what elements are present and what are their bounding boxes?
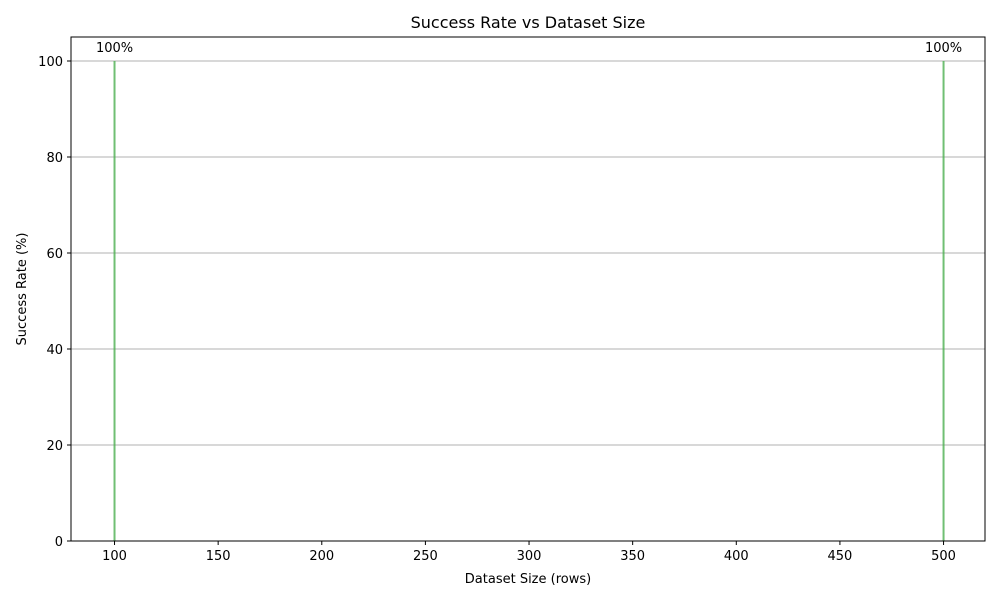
x-tick-label: 400 bbox=[724, 549, 749, 564]
grid-layer bbox=[71, 60, 985, 542]
bar bbox=[942, 61, 945, 541]
x-tick-label: 100 bbox=[102, 549, 127, 564]
data-label: 100% bbox=[925, 41, 962, 56]
x-axis-label: Dataset Size (rows) bbox=[465, 572, 591, 587]
bar bbox=[113, 61, 116, 541]
data-label-layer: 100% 100% bbox=[96, 41, 962, 56]
y-tick-label: 100 bbox=[38, 55, 63, 70]
y-tick-label: 60 bbox=[46, 247, 63, 262]
x-tick-label: 200 bbox=[309, 549, 334, 564]
x-tick-label: 150 bbox=[206, 549, 231, 564]
data-label: 100% bbox=[96, 41, 133, 56]
x-tick-label: 500 bbox=[931, 549, 956, 564]
x-tick-label: 350 bbox=[620, 549, 645, 564]
y-tick-label: 20 bbox=[46, 439, 63, 454]
y-tick-label: 80 bbox=[46, 151, 63, 166]
x-tick-label: 450 bbox=[828, 549, 853, 564]
x-tick-label: 300 bbox=[517, 549, 542, 564]
plot-frame bbox=[70, 36, 986, 542]
y-tick-label: 40 bbox=[46, 343, 63, 358]
chart-title: Success Rate vs Dataset Size bbox=[411, 13, 646, 32]
y-axis-label: Success Rate (%) bbox=[15, 233, 30, 346]
y-tick-label: 0 bbox=[55, 535, 63, 550]
tick-layer: 100 150 200 250 300 350 400 450 500 0 20 40 60 80 100 bbox=[38, 55, 956, 564]
bar-layer bbox=[113, 61, 945, 541]
x-tick-label: 250 bbox=[413, 549, 438, 564]
